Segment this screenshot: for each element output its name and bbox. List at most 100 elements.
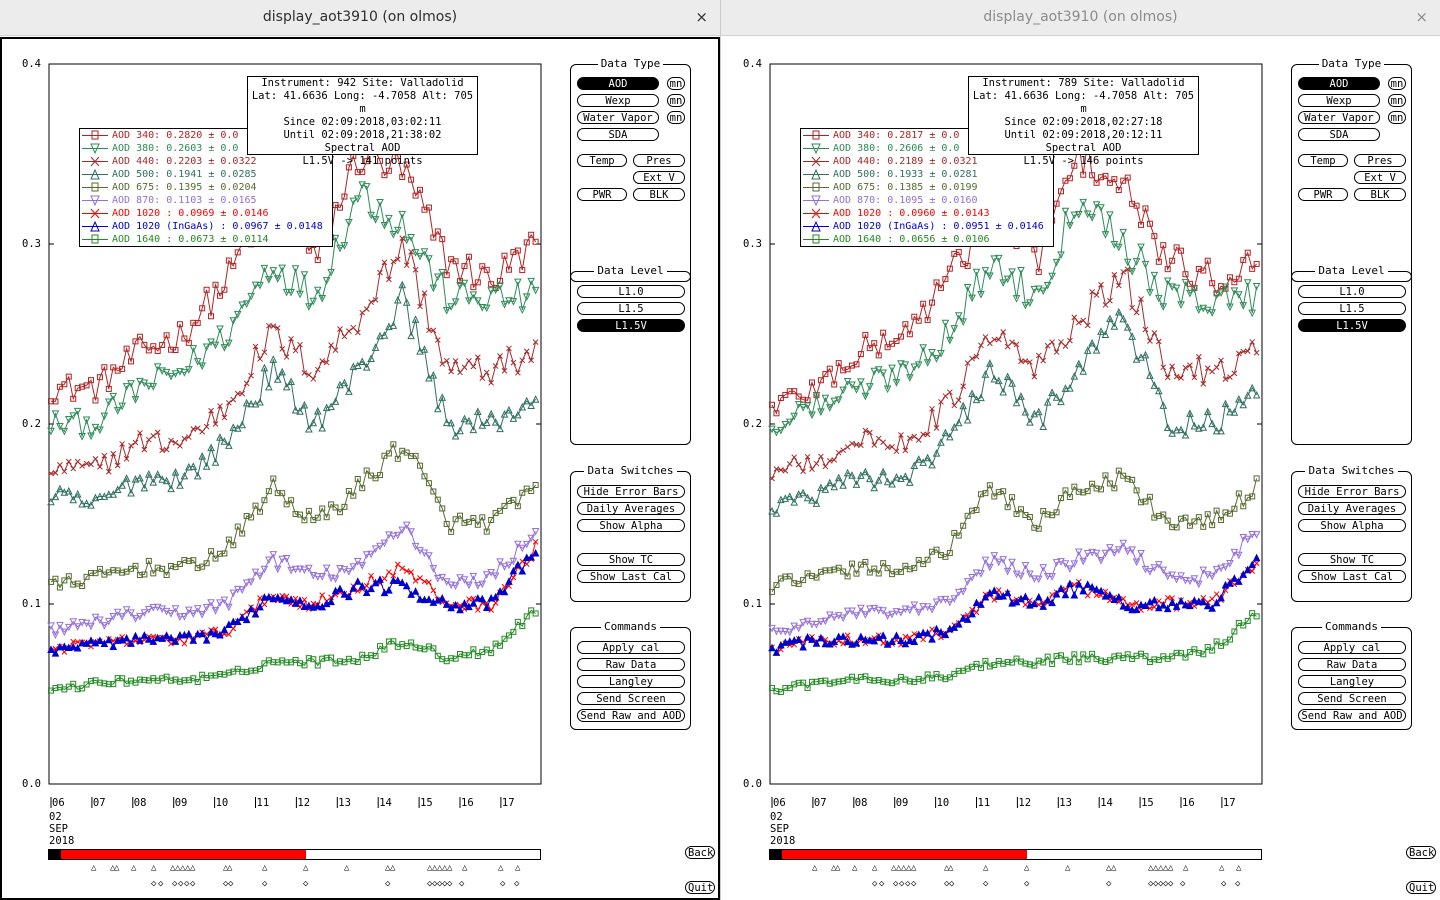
data-point <box>412 452 419 459</box>
hide-error-bars-button[interactable]: Hide Error Bars <box>577 485 685 498</box>
data-point <box>1075 488 1082 495</box>
back-button[interactable]: Back <box>685 846 715 859</box>
data-point <box>474 297 482 306</box>
show-last-cal-button[interactable]: Show Last Cal <box>577 570 685 583</box>
water-vapor-mn-button[interactable]: mn <box>1388 111 1406 124</box>
show-tc-button[interactable]: Show TC <box>1298 553 1406 566</box>
langley-button[interactable]: Langley <box>577 675 685 688</box>
water-vapor-button[interactable]: Water Vapor <box>1298 111 1380 124</box>
wexp-button[interactable]: Wexp <box>1298 94 1380 107</box>
data-point <box>483 266 490 273</box>
pwr-button[interactable]: PWR <box>577 188 627 201</box>
temp-button[interactable]: Temp <box>1298 154 1348 167</box>
pwr-button[interactable]: PWR <box>1298 188 1348 201</box>
sda-button[interactable]: SDA <box>577 128 659 141</box>
data-point <box>844 444 851 450</box>
data-point <box>1123 547 1132 556</box>
temp-button[interactable]: Temp <box>577 154 627 167</box>
send-screen-button[interactable]: Send Screen <box>577 692 685 705</box>
y-tick-label: 0.1 <box>743 598 762 610</box>
show-tc-button[interactable]: Show TC <box>577 553 685 566</box>
show-alpha-button[interactable]: Show Alpha <box>1298 519 1406 532</box>
aod-mn-button[interactable]: mn <box>667 77 685 90</box>
level-l15v-button[interactable]: L1.5V <box>577 319 685 332</box>
legend-entry: AOD 500: 0.1941 ± 0.0285 <box>80 168 332 181</box>
data-point <box>221 286 228 293</box>
wexp-mn-button[interactable]: mn <box>667 94 685 107</box>
water-vapor-button[interactable]: Water Vapor <box>577 111 659 124</box>
data-point <box>154 347 161 354</box>
apply-cal-button[interactable]: Apply cal <box>1298 641 1406 654</box>
ext-v-button[interactable]: Ext V <box>633 171 685 184</box>
data-point <box>221 550 228 557</box>
level-l15v-button[interactable]: L1.5V <box>1298 319 1406 332</box>
level-l10-button[interactable]: L1.0 <box>1298 285 1406 298</box>
data-point <box>1009 494 1016 501</box>
info-line: Spectral AOD <box>1045 142 1122 154</box>
send-raw-and-aod-button[interactable]: Send Raw and AOD <box>577 709 685 722</box>
data-point <box>278 264 287 273</box>
level-l15-button[interactable]: L1.5 <box>1298 302 1406 315</box>
raw-data-button[interactable]: Raw Data <box>577 658 685 671</box>
data-point <box>1222 376 1229 382</box>
daily-averages-button[interactable]: Daily Averages <box>577 502 685 515</box>
data-point <box>1044 342 1051 349</box>
data-point <box>778 466 784 473</box>
raw-data-button[interactable]: Raw Data <box>1298 658 1406 671</box>
title-bar[interactable]: display_aot3910 (on olmos) × <box>0 0 720 36</box>
send-screen-button[interactable]: Send Screen <box>1298 692 1406 705</box>
data-point <box>79 685 86 692</box>
langley-button[interactable]: Langley <box>1298 675 1406 688</box>
timeline-bar[interactable] <box>48 849 541 860</box>
aod-button[interactable]: AOD <box>577 77 659 90</box>
data-point <box>888 637 896 645</box>
level-l15-button[interactable]: L1.5 <box>577 302 685 315</box>
quit-button[interactable]: Quit <box>1406 881 1436 894</box>
close-icon[interactable]: × <box>1415 8 1428 26</box>
data-point <box>1106 590 1114 599</box>
data-point <box>1146 220 1153 227</box>
daily-averages-button[interactable]: Daily Averages <box>1298 502 1406 515</box>
show-alpha-button[interactable]: Show Alpha <box>577 519 685 532</box>
data-point <box>1026 570 1034 579</box>
cal-marker-icon: △ <box>852 863 858 873</box>
title-bar[interactable]: display_aot3910 (on olmos) × <box>721 0 1440 36</box>
wexp-mn-button[interactable]: mn <box>1388 94 1406 107</box>
data-point <box>1195 353 1202 360</box>
wexp-button[interactable]: Wexp <box>577 94 659 107</box>
data-point <box>319 655 326 662</box>
water-vapor-mn-button[interactable]: mn <box>667 111 685 124</box>
data-point <box>1231 628 1238 635</box>
pres-button[interactable]: Pres <box>1354 154 1406 167</box>
data-point <box>487 287 495 295</box>
data-point <box>527 277 535 286</box>
ext-v-button[interactable]: Ext V <box>1354 171 1406 184</box>
data-point <box>1003 567 1012 576</box>
legend-label: AOD 1020 <box>833 208 882 219</box>
timeline-bar[interactable] <box>769 849 1262 860</box>
data-point <box>451 431 460 440</box>
data-point <box>1053 509 1060 516</box>
close-icon[interactable]: × <box>695 8 708 26</box>
blk-button[interactable]: BLK <box>1354 188 1406 201</box>
aod-button[interactable]: AOD <box>1298 77 1380 90</box>
data-point <box>1098 657 1105 664</box>
data-point <box>1071 162 1078 169</box>
show-last-cal-button[interactable]: Show Last Cal <box>1298 570 1406 583</box>
data-point <box>506 345 512 352</box>
back-button[interactable]: Back <box>1406 846 1436 859</box>
hide-error-bars-button[interactable]: Hide Error Bars <box>1298 485 1406 498</box>
aod-mn-button[interactable]: mn <box>1388 77 1406 90</box>
data-point <box>225 603 233 612</box>
data-point <box>265 556 273 565</box>
sda-button[interactable]: SDA <box>1298 128 1380 141</box>
data-point <box>51 649 60 657</box>
level-l10-button[interactable]: L1.0 <box>577 285 685 298</box>
cal-marker-icon: △ <box>1168 863 1174 873</box>
quit-button[interactable]: Quit <box>685 881 715 894</box>
pres-button[interactable]: Pres <box>633 154 685 167</box>
send-raw-and-aod-button[interactable]: Send Raw and AOD <box>1298 709 1406 722</box>
data-point <box>1168 283 1176 291</box>
apply-cal-button[interactable]: Apply cal <box>577 641 685 654</box>
blk-button[interactable]: BLK <box>633 188 685 201</box>
